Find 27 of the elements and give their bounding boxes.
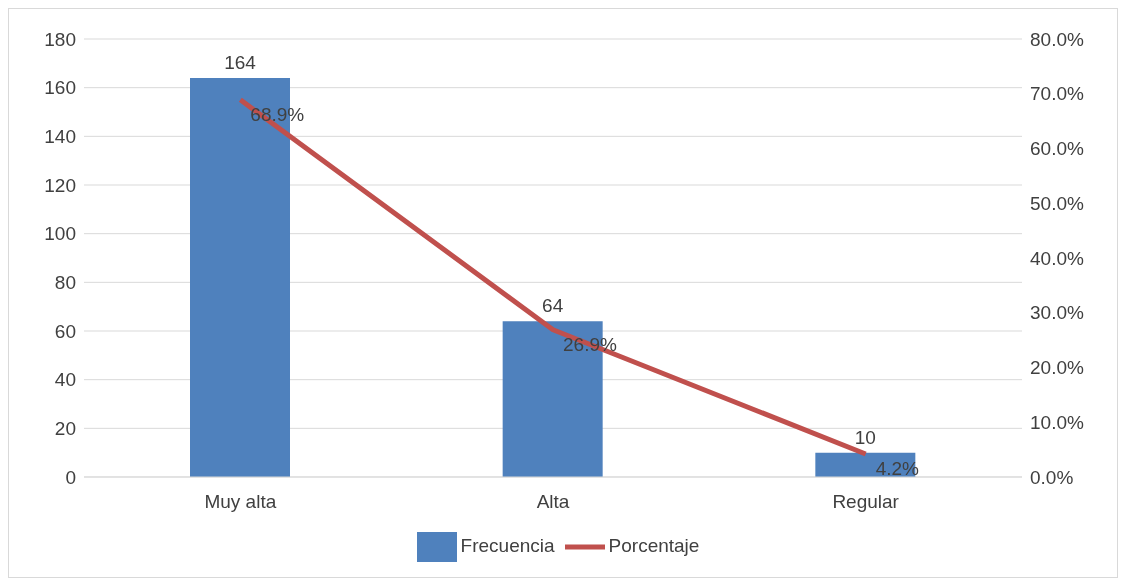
legend-label: Frecuencia: [460, 535, 555, 557]
legend-label: Porcentaje: [608, 535, 700, 557]
y-tick-label: 40: [54, 369, 76, 391]
y2-tick-label: 10.0%: [1030, 411, 1084, 433]
y-tick-label: 160: [44, 77, 76, 99]
y-tick-label: 80: [54, 272, 76, 294]
y2-tick-label: 30.0%: [1030, 302, 1084, 324]
y-tick-label: 120: [44, 174, 76, 196]
y2-tick-label: 70.0%: [1030, 83, 1084, 105]
y2-tick-label: 60.0%: [1030, 138, 1084, 160]
y2-tick-label: 40.0%: [1030, 247, 1084, 269]
data-label: 164: [224, 51, 257, 73]
y-tick-label: 20: [54, 418, 76, 440]
y2-tick-label: 50.0%: [1030, 192, 1084, 214]
y-tick-label: 100: [44, 223, 76, 245]
y2-tick-label: 20.0%: [1030, 357, 1084, 379]
x-tick-label: Alta: [536, 491, 570, 513]
y-tick-label: 180: [44, 28, 76, 50]
y2-tick-label: 0.0%: [1030, 466, 1074, 488]
data-label: 64: [542, 295, 564, 317]
x-tick-label: Regular: [832, 491, 900, 513]
y-tick-label: 60: [54, 320, 76, 342]
y-tick-label: 0: [65, 466, 76, 488]
y2-tick-label: 80.0%: [1030, 28, 1084, 50]
data-label: 10: [854, 426, 876, 448]
y-tick-label: 140: [44, 126, 76, 148]
x-tick-label: Muy alta: [204, 491, 277, 513]
